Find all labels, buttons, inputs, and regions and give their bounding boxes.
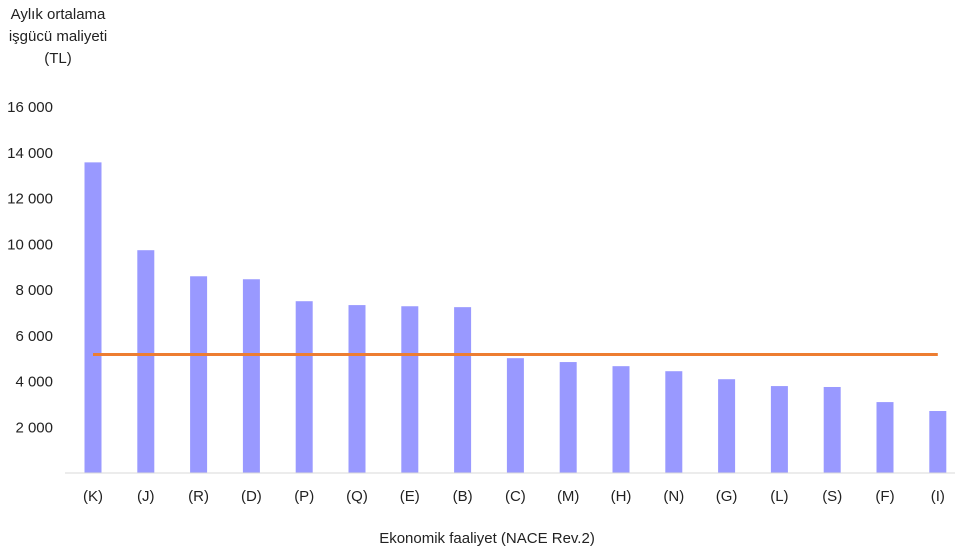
x-tick-label: (N) — [663, 488, 684, 505]
x-tick-label: (K) — [83, 488, 103, 505]
bar — [665, 371, 683, 473]
y-axis-title: Aylık ortalama işgücü maliyeti (TL) — [0, 4, 116, 70]
bar — [823, 386, 841, 473]
x-tick-label: (P) — [294, 488, 314, 505]
x-tick-label: (J) — [137, 488, 155, 505]
bar — [559, 362, 577, 473]
x-axis-ticks: (K) (J) (R) (D) (P) (Q) (E) (B) (C) (M) (H) (N) (G) (… — [83, 488, 945, 505]
bar — [506, 358, 524, 473]
y-tick-label: 12 000 — [7, 191, 53, 208]
bar — [348, 305, 366, 473]
bar — [454, 307, 472, 473]
bar — [295, 301, 313, 473]
bars — [84, 162, 947, 474]
x-tick-label: (L) — [770, 488, 788, 505]
y-tick-label: 4 000 — [15, 374, 53, 391]
x-axis-title: Ekonomik faaliyet (NACE Rev.2) — [379, 530, 595, 547]
x-tick-label: (B) — [453, 488, 473, 505]
x-tick-label: (G) — [716, 488, 738, 505]
bar — [929, 411, 947, 473]
x-tick-label: (H) — [611, 488, 632, 505]
y-axis-title-line: Aylık ortalama — [10, 6, 106, 23]
x-tick-label: (I) — [931, 488, 945, 505]
x-tick-label: (S) — [822, 488, 842, 505]
x-tick-label: (M) — [557, 488, 580, 505]
y-axis-title-line: (TL) — [44, 50, 72, 67]
x-tick-label: (E) — [400, 488, 420, 505]
bar — [84, 162, 102, 474]
y-axis-title-line: işgücü maliyeti — [8, 28, 108, 45]
x-tick-label: (D) — [241, 488, 262, 505]
x-tick-label: (R) — [188, 488, 209, 505]
y-tick-label: 2 000 — [15, 419, 53, 436]
bar — [718, 379, 736, 473]
x-tick-label: (F) — [875, 488, 894, 505]
y-axis-ticks: 2 000 4 000 6 000 8 000 10 000 12 000 14 000 16… — [7, 99, 53, 436]
bar — [190, 276, 208, 473]
bar — [137, 250, 155, 473]
y-tick-label: 8 000 — [15, 282, 53, 299]
y-tick-label: 6 000 — [15, 328, 53, 345]
bar — [876, 402, 894, 473]
x-tick-label: (Q) — [346, 488, 368, 505]
y-tick-label: 10 000 — [7, 236, 53, 253]
bar — [612, 366, 630, 473]
y-tick-label: 14 000 — [7, 145, 53, 162]
bar — [242, 279, 260, 473]
bar — [770, 386, 788, 473]
bar — [401, 306, 419, 473]
y-tick-label: 16 000 — [7, 99, 53, 116]
x-tick-label: (C) — [505, 488, 526, 505]
